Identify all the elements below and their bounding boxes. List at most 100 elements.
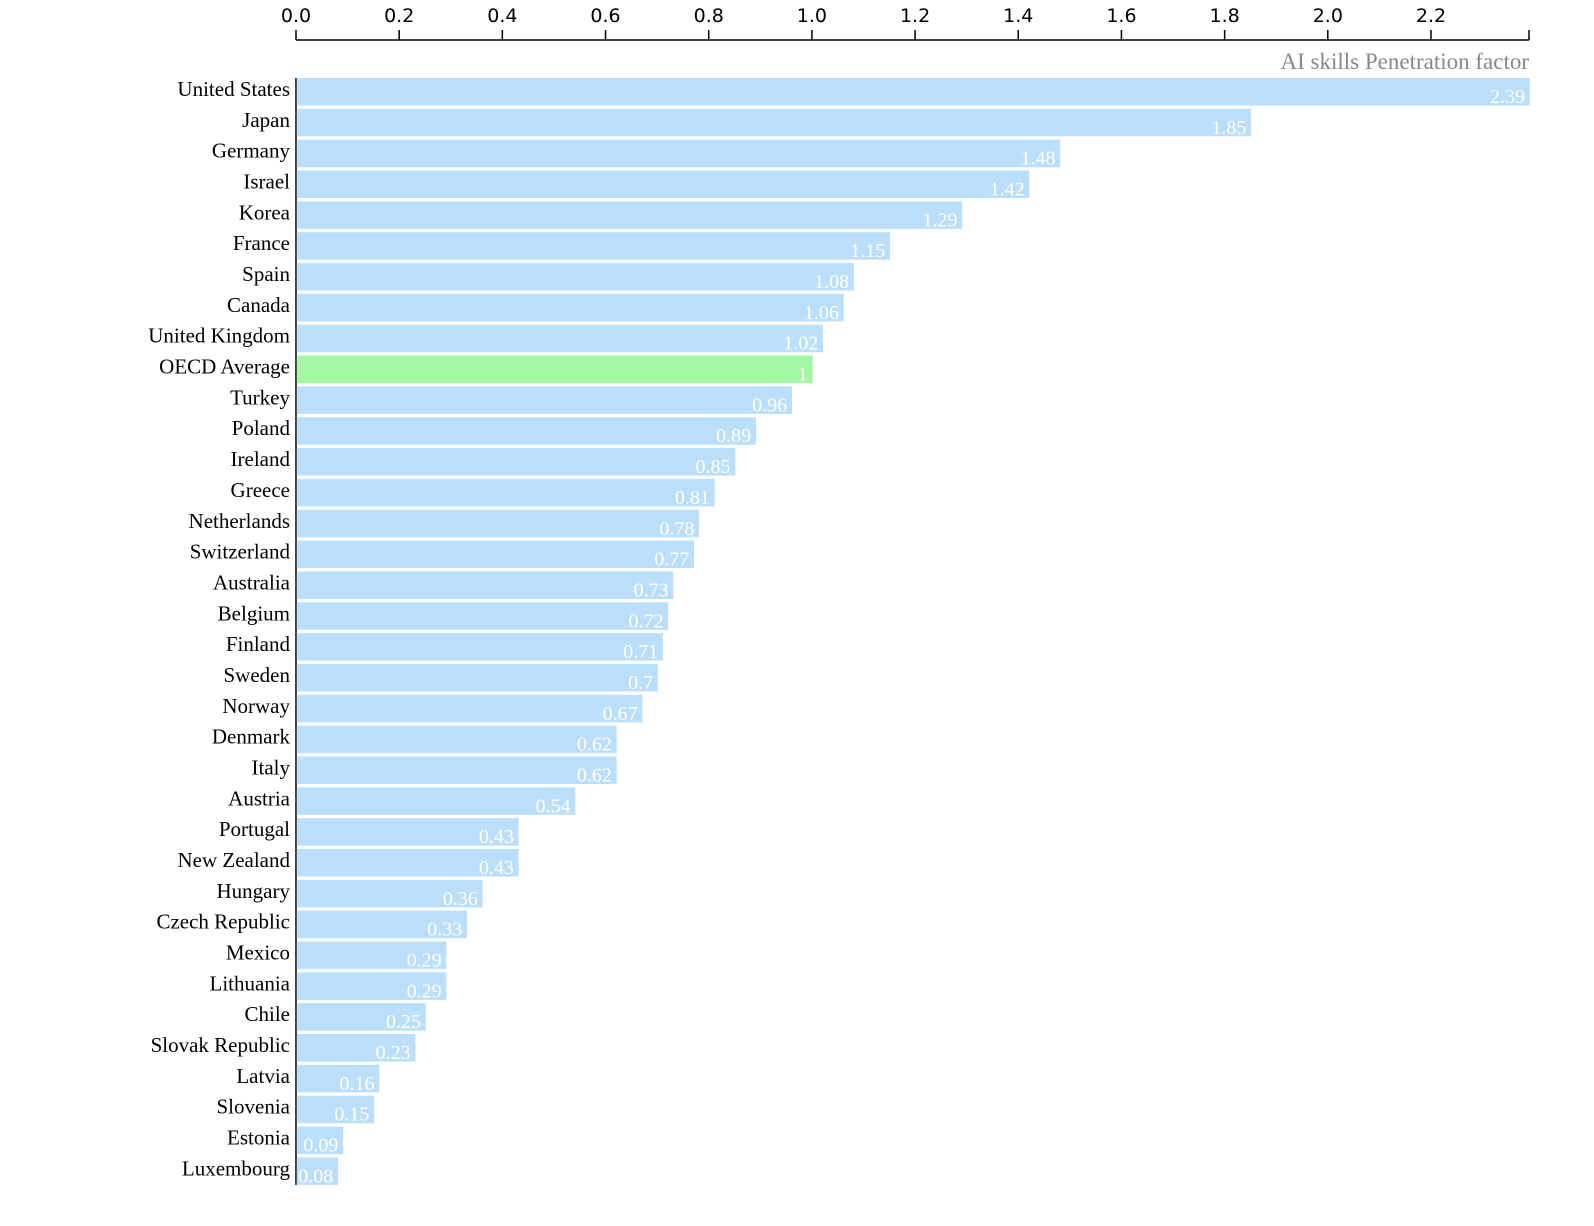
value-label: 0.23	[376, 1042, 411, 1064]
bar	[296, 725, 617, 754]
value-label: 0.77	[654, 549, 689, 571]
bar	[296, 633, 664, 661]
category-label: OECD Average	[159, 355, 290, 379]
bar	[296, 1003, 426, 1031]
bar	[296, 663, 658, 692]
value-labels: 2.39 1.85 1.48 1.42 1.29 1.151.08 1.06 1.02 1 0.9…	[298, 86, 1525, 1187]
bar	[296, 787, 576, 815]
value-label: 0.96	[752, 394, 787, 416]
value-label: 2.39	[1490, 86, 1525, 108]
bar	[296, 448, 736, 476]
category-label: Hungary	[217, 879, 291, 903]
category-label: Chile	[245, 1002, 291, 1026]
category-label: Finland	[226, 632, 291, 656]
bar	[296, 972, 447, 1000]
category-label: Belgium	[218, 601, 290, 625]
value-label: 0.36	[443, 888, 478, 910]
value-label: 0.85	[696, 456, 731, 478]
bar	[296, 108, 1252, 137]
value-label: 0.15	[334, 1104, 369, 1126]
value-label: 1.48	[1021, 148, 1056, 170]
bar	[296, 694, 643, 723]
bar	[296, 139, 1061, 168]
bar	[296, 324, 823, 353]
category-label: United States	[177, 77, 290, 101]
category-label: Japan	[242, 108, 290, 132]
category-label: Switzerland	[190, 540, 291, 564]
category-label: Luxembourg	[182, 1156, 291, 1180]
bar	[296, 263, 854, 291]
value-label: 0.25	[386, 1011, 421, 1033]
value-label: 1.08	[814, 271, 849, 293]
x-tick-label: 2.0	[1313, 5, 1343, 27]
bar	[296, 1034, 416, 1062]
value-label: 0.7	[628, 672, 653, 694]
bar	[296, 355, 813, 384]
bar	[296, 1157, 339, 1185]
x-tick-label: 0.2	[384, 5, 414, 27]
value-label: 1.15	[850, 240, 885, 262]
x-tick-label: 0.6	[590, 5, 620, 27]
category-label: Spain	[242, 262, 290, 286]
value-label: 0.33	[427, 919, 462, 941]
bar	[296, 1064, 380, 1093]
value-label: 1.02	[783, 333, 818, 355]
value-label: 0.73	[634, 579, 669, 601]
category-label: Latvia	[236, 1064, 290, 1088]
bar	[296, 879, 483, 908]
bar	[296, 1126, 344, 1155]
x-tick-label: 1.2	[900, 5, 930, 27]
value-label: 1.06	[804, 302, 839, 324]
x-tick-label: 1.4	[1003, 5, 1033, 27]
bar	[296, 478, 715, 507]
value-label: 0.78	[659, 518, 694, 540]
x-tick-label: 0.4	[487, 5, 517, 27]
bars	[296, 78, 1530, 1185]
category-label: Mexico	[226, 941, 290, 965]
bar	[296, 910, 467, 939]
value-label: 1	[798, 364, 808, 386]
category-label: Sweden	[224, 663, 291, 687]
bar	[296, 293, 844, 322]
value-label: 1.29	[923, 209, 958, 231]
category-label: Slovak Republic	[151, 1033, 290, 1057]
category-label: Netherlands	[189, 509, 290, 533]
bar	[296, 78, 1530, 106]
bar	[296, 941, 447, 970]
x-tick-label: 1.6	[1106, 5, 1136, 27]
category-label: Greece	[231, 478, 290, 502]
x-tick-label: 1.0	[797, 5, 827, 27]
bar	[296, 1095, 375, 1124]
value-label: 0.62	[577, 734, 612, 756]
category-label: Austria	[228, 786, 291, 810]
value-label: 0.08	[298, 1165, 333, 1187]
x-tick-label: 0.8	[694, 5, 724, 27]
value-label: 0.67	[603, 703, 638, 725]
bar	[296, 509, 700, 538]
x-axis-title: AI skills Penetration factor	[1281, 49, 1530, 74]
value-label: 0.29	[407, 950, 442, 972]
value-label: 0.71	[623, 641, 658, 663]
value-label: 0.29	[407, 980, 442, 1002]
x-tick-label: 0.0	[281, 5, 311, 27]
category-label: Canada	[227, 293, 291, 317]
category-label: New Zealand	[177, 848, 290, 872]
category-label: Australia	[213, 570, 291, 594]
value-label: 0.16	[340, 1073, 375, 1095]
category-label: Germany	[212, 139, 291, 163]
bar	[296, 602, 669, 630]
category-label: Israel	[243, 170, 290, 194]
bar	[296, 386, 793, 414]
bar	[296, 818, 519, 846]
category-label: United Kingdom	[148, 324, 290, 348]
x-axis: 0.0 0.2 0.4 0.6 0.8 1.0 1.2 1.4 1.6 1.8 2.0 2.2	[281, 5, 1530, 41]
bar	[296, 540, 694, 569]
bar	[296, 571, 674, 599]
value-label: 1.42	[990, 179, 1025, 201]
bar	[296, 756, 617, 784]
x-tick-label: 1.8	[1210, 5, 1240, 27]
bar	[296, 849, 519, 877]
value-label: 0.54	[536, 795, 571, 817]
category-label: Estonia	[227, 1126, 291, 1150]
